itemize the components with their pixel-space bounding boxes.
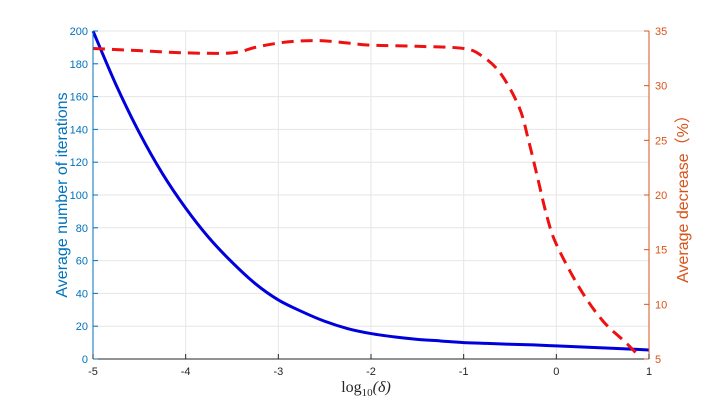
x-tick-label: -5 (88, 366, 98, 378)
x-axis-label-argument: (δ) (373, 379, 391, 396)
y-tick-label-right: 25 (655, 135, 667, 147)
y-tick-label-right: 15 (655, 245, 667, 257)
y-tick-label-left: 140 (70, 124, 88, 136)
grid (92, 30, 650, 360)
y-tick-label-right: 35 (655, 26, 667, 38)
y-tick-label-left: 40 (76, 288, 88, 300)
x-tick-label: 1 (646, 366, 652, 378)
x-axis-label: log10(δ) (341, 379, 391, 399)
y-tick-label-left: 180 (70, 59, 88, 71)
y-tick-label-left: 120 (70, 157, 88, 169)
x-tick-label: -3 (273, 366, 283, 378)
series-line-iterations (91, 30, 650, 352)
x-tick-label: -1 (459, 366, 469, 378)
series-line-average-decrease (92, 39, 641, 358)
y-tick-label-right: 20 (655, 190, 667, 202)
y-axis-label-left: Average number of iterations (54, 92, 71, 297)
axes (92, 30, 650, 360)
x-axis-label-base: log (341, 379, 361, 396)
x-axis-label-subscript: 10 (362, 387, 374, 399)
y-tick-label-left: 200 (70, 26, 88, 38)
x-tick-label: 0 (553, 366, 559, 378)
y-tick-label-left: 80 (76, 223, 88, 235)
y-tick-label-left: 100 (70, 190, 88, 202)
y-tick-label-right: 30 (655, 81, 667, 93)
y-axis-label-right: Average decrease（%） (674, 107, 692, 283)
y-tick-label-left: 60 (76, 256, 88, 268)
y-tick-label-left: 0 (82, 354, 88, 366)
series-layer (91, 30, 650, 358)
axis-labels: Average number of iterations Average dec… (54, 92, 692, 399)
x-tick-label: -2 (366, 366, 376, 378)
tick-labels: 0204060801001201401601802005101520253035… (70, 26, 668, 378)
y-tick-label-left: 160 (70, 92, 88, 104)
y-tick-label-left: 20 (76, 321, 88, 333)
y-tick-label-right: 5 (655, 354, 661, 366)
x-tick-label: -4 (181, 366, 191, 378)
y-tick-label-right: 10 (655, 299, 667, 311)
